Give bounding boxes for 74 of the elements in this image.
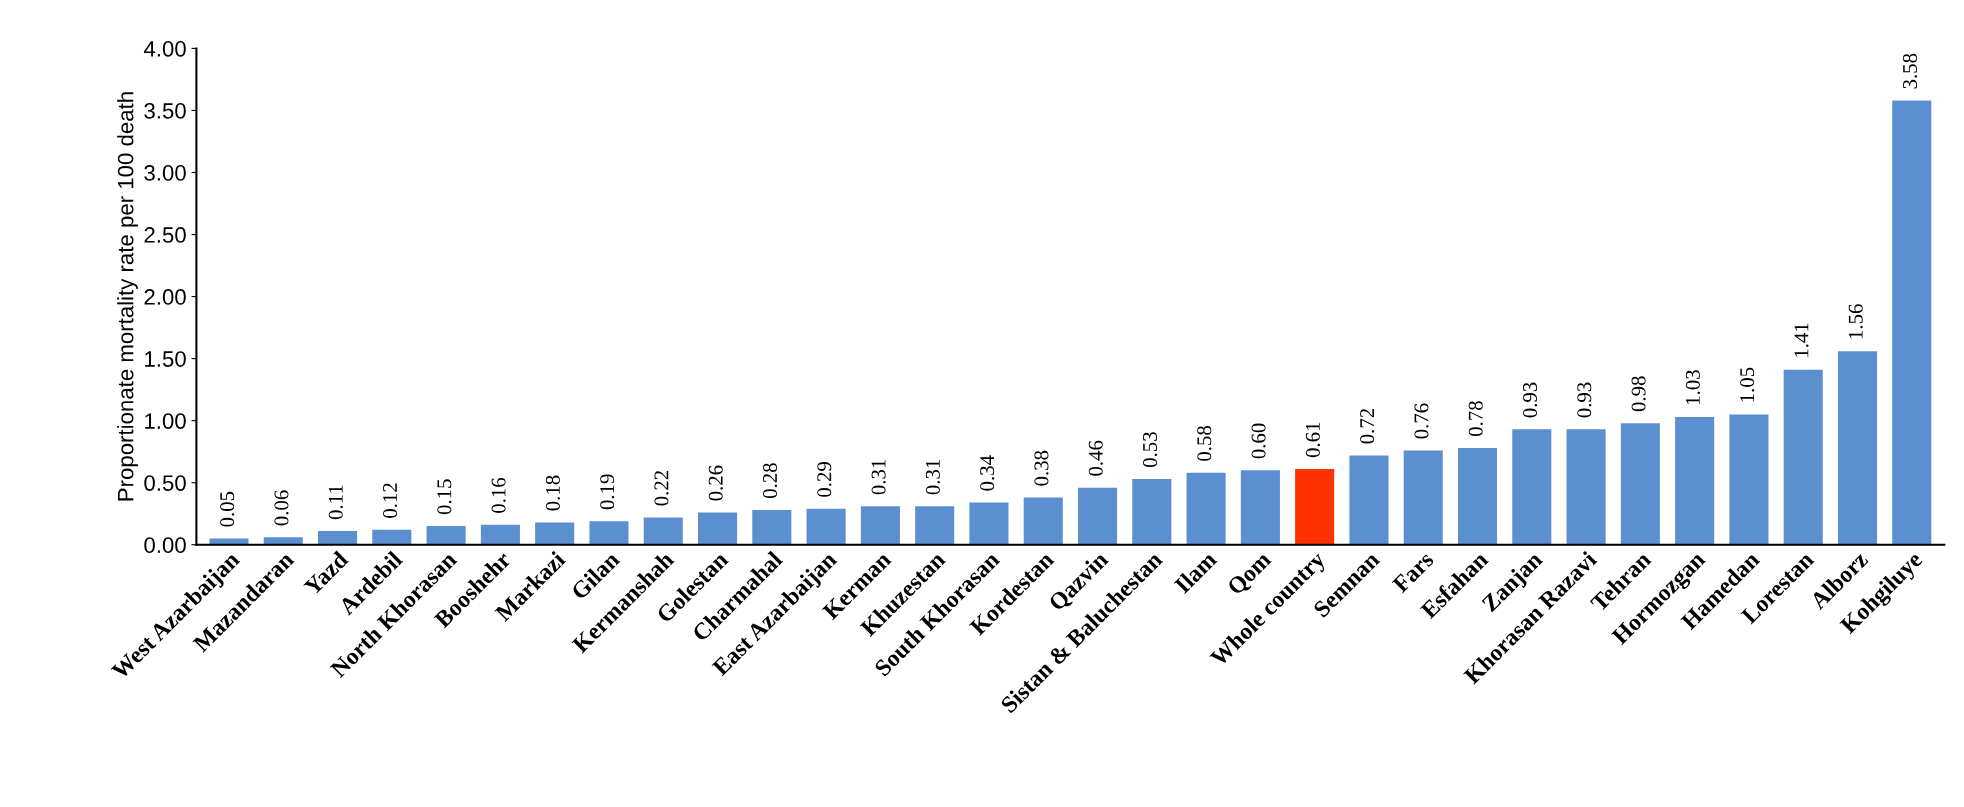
y-tick-label: 1.50 (145, 351, 186, 367)
data-label: 0.19 (600, 474, 615, 510)
bar (1240, 470, 1280, 545)
y-tick-label: 0.00 (144, 537, 186, 553)
data-label: 1.56 (1848, 304, 1863, 339)
data-label: 0.28 (762, 463, 778, 499)
bar (1512, 429, 1552, 545)
bar (1132, 478, 1172, 545)
bar (263, 537, 303, 545)
data-label: 0.31 (871, 459, 886, 495)
data-label: 0.12 (382, 483, 398, 518)
data-label: 0.78 (1468, 401, 1483, 437)
bar (1892, 100, 1932, 545)
bar (1675, 416, 1715, 545)
bar (1023, 497, 1063, 545)
y-tick-label: 2.00 (144, 289, 186, 305)
data-label: 0.05 (220, 491, 235, 527)
data-label: 0.61 (1305, 422, 1320, 458)
bar (969, 502, 1009, 545)
bar (1566, 429, 1606, 545)
bar (1620, 423, 1660, 545)
data-label: 0.60 (1251, 423, 1266, 459)
data-label: 0.34 (980, 455, 995, 491)
bar (697, 512, 738, 545)
data-label: 0.93 (1522, 382, 1538, 418)
data-label: 0.22 (654, 471, 669, 506)
bar (1186, 472, 1226, 545)
data-label: 1.41 (1794, 323, 1809, 357)
bar (480, 524, 520, 545)
data-label: 0.06 (274, 490, 289, 526)
data-label: 0.98 (1631, 376, 1646, 412)
data-label: 0.11 (328, 485, 343, 520)
bar (643, 517, 683, 545)
data-label: 0.58 (1197, 425, 1212, 461)
y-tick-label: 2.50 (144, 227, 186, 243)
data-label: 1.03 (1685, 370, 1700, 404)
x-tick-label: Ilam (1173, 549, 1218, 595)
bar (806, 508, 846, 545)
y-tick-label: 1.00 (145, 413, 186, 429)
data-label: 0.16 (491, 477, 506, 513)
bar (1295, 469, 1335, 545)
bar (860, 506, 900, 545)
bar (1349, 455, 1389, 545)
data-label: 0.31 (925, 459, 940, 495)
data-label: 0.15 (437, 479, 452, 515)
bar (426, 526, 466, 545)
bar (752, 509, 792, 545)
bar (1403, 450, 1443, 545)
bar (1077, 487, 1118, 545)
bar (535, 522, 575, 545)
data-label: 0.38 (1034, 450, 1049, 486)
y-tick-label: 3.50 (144, 102, 186, 119)
y-tick-label: 3.00 (144, 165, 186, 181)
bar (1729, 414, 1769, 545)
bar (318, 531, 358, 545)
y-axis-title: Proportionate mortality rate per 100 death (117, 92, 138, 501)
bar (372, 529, 412, 545)
data-label: 0.26 (708, 465, 723, 501)
data-label: 0.76 (1414, 403, 1429, 439)
data-label: 0.18 (545, 475, 560, 511)
bar (1457, 447, 1498, 545)
y-tick-label: 0.50 (144, 475, 186, 491)
data-label: 0.72 (1360, 408, 1375, 444)
bar (915, 506, 955, 545)
bar (589, 521, 629, 545)
y-tick-label: 4.00 (143, 40, 186, 57)
data-label: 3.58 (1902, 53, 1918, 89)
data-label: 0.46 (1088, 440, 1103, 476)
bar (1837, 351, 1878, 545)
data-label: 0.93 (1577, 382, 1592, 418)
data-label: 1.05 (1740, 367, 1755, 402)
bar (1783, 369, 1823, 545)
data-label: 0.29 (817, 462, 832, 497)
data-label: 0.53 (1142, 432, 1158, 468)
